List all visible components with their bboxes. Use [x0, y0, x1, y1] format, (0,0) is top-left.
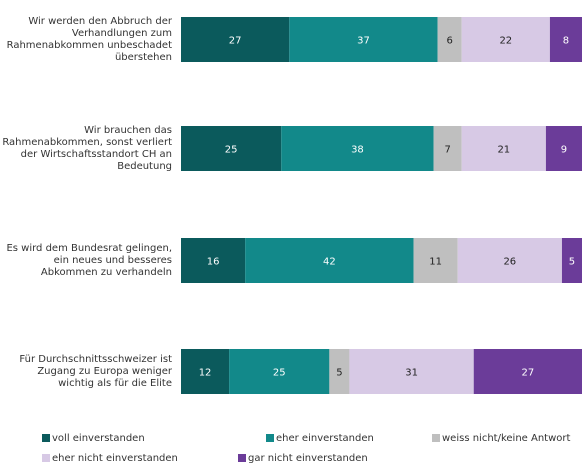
bar-segment: [437, 17, 462, 62]
value-label: 5: [336, 368, 342, 379]
value-label: 26: [503, 257, 516, 268]
category-label: Es wird dem Bundesrat gelingen, ein neue…: [6, 242, 172, 278]
bar-segment: [181, 349, 230, 394]
legend-swatch: [42, 454, 50, 462]
value-label: 16: [207, 257, 220, 268]
bar-segment: [289, 17, 438, 62]
legend-swatch: [42, 434, 50, 442]
bar-segment: [413, 238, 458, 283]
bar-segment: [229, 349, 330, 394]
bar-segment: [473, 349, 582, 394]
value-label: 8: [563, 36, 569, 47]
bar-segment: [461, 17, 550, 62]
legend-label: eher einverstanden: [276, 433, 374, 444]
value-label: 11: [429, 257, 442, 268]
bar-segment: [433, 126, 462, 171]
bar-segment: [457, 238, 562, 283]
value-label: 37: [357, 36, 370, 47]
category-label: Für Durchschnittsschweizer ist Zugang zu…: [19, 353, 172, 389]
value-label: 12: [199, 368, 212, 379]
legend-label: eher nicht einverstanden: [52, 453, 178, 463]
bar-segment: [349, 349, 474, 394]
legend-label: voll einverstanden: [52, 433, 145, 444]
value-label: 25: [273, 368, 286, 379]
value-label: 6: [446, 36, 452, 47]
bar-segment: [181, 126, 282, 171]
legend-swatch: [432, 434, 440, 442]
value-label: 7: [444, 145, 450, 156]
value-label: 27: [229, 36, 242, 47]
category-label: Wir werden den Abbruch der Verhandlungen…: [6, 15, 172, 63]
bar-segment: [545, 126, 582, 171]
bar-segment: [561, 238, 582, 283]
value-label: 42: [323, 257, 336, 268]
value-label: 31: [405, 368, 418, 379]
value-label: 27: [521, 368, 534, 379]
bar-segment: [329, 349, 350, 394]
bar-segment: [549, 17, 582, 62]
legend-label: weiss nicht/keine Antwort: [442, 433, 570, 444]
bar-segment: [281, 126, 434, 171]
bar-segment: [181, 17, 290, 62]
value-label: 9: [561, 145, 567, 156]
bar-segment: [461, 126, 546, 171]
bar-segment: [245, 238, 414, 283]
value-label: 5: [569, 257, 575, 268]
value-label: 21: [497, 145, 510, 156]
value-label: 22: [499, 36, 512, 47]
legend-swatch: [266, 434, 274, 442]
value-label: 25: [225, 145, 238, 156]
legend-label: gar nicht einverstanden: [248, 453, 368, 463]
value-label: 38: [351, 145, 364, 156]
legend-swatch: [238, 454, 246, 462]
category-label: Wir brauchen das Rahmenabkommen, sonst v…: [2, 124, 172, 172]
bar-segment: [181, 238, 246, 283]
